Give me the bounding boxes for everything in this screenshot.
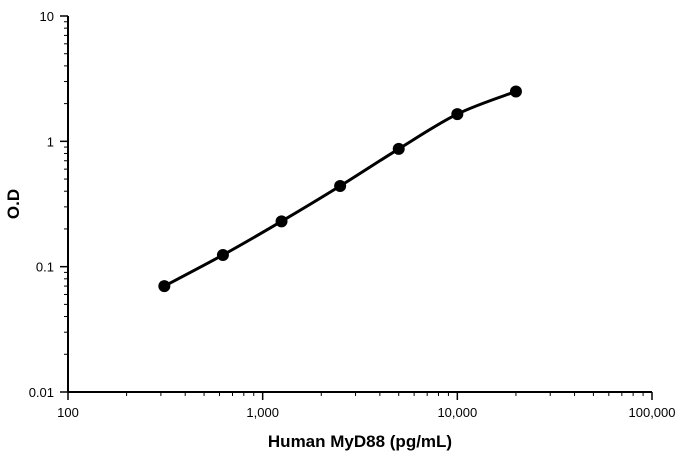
y-ticks: 0.01 0.1 1 10 [29, 9, 68, 400]
y-tick-label: 1 [47, 134, 54, 149]
plot-area [158, 85, 522, 293]
y-axis-title: O.D [4, 189, 23, 219]
data-point [334, 180, 347, 193]
data-point [509, 85, 522, 98]
y-tick-label: 0.1 [36, 260, 54, 275]
data-point [216, 248, 229, 261]
x-tick-label: 100 [57, 405, 79, 420]
data-point [158, 280, 171, 293]
x-axis-title: Human MyD88 (pg/mL) [268, 432, 452, 451]
y-tick-label: 0.01 [29, 385, 54, 400]
x-ticks: 100 1,000 10,000 100,000 [57, 392, 676, 420]
data-point [275, 215, 288, 228]
x-tick-label: 100,000 [629, 405, 676, 420]
x-tick-label: 1,000 [246, 405, 279, 420]
y-tick-label: 10 [40, 9, 54, 24]
data-point [451, 108, 464, 121]
data-point [392, 142, 405, 155]
axes [67, 16, 652, 393]
x-tick-label: 10,000 [437, 405, 477, 420]
